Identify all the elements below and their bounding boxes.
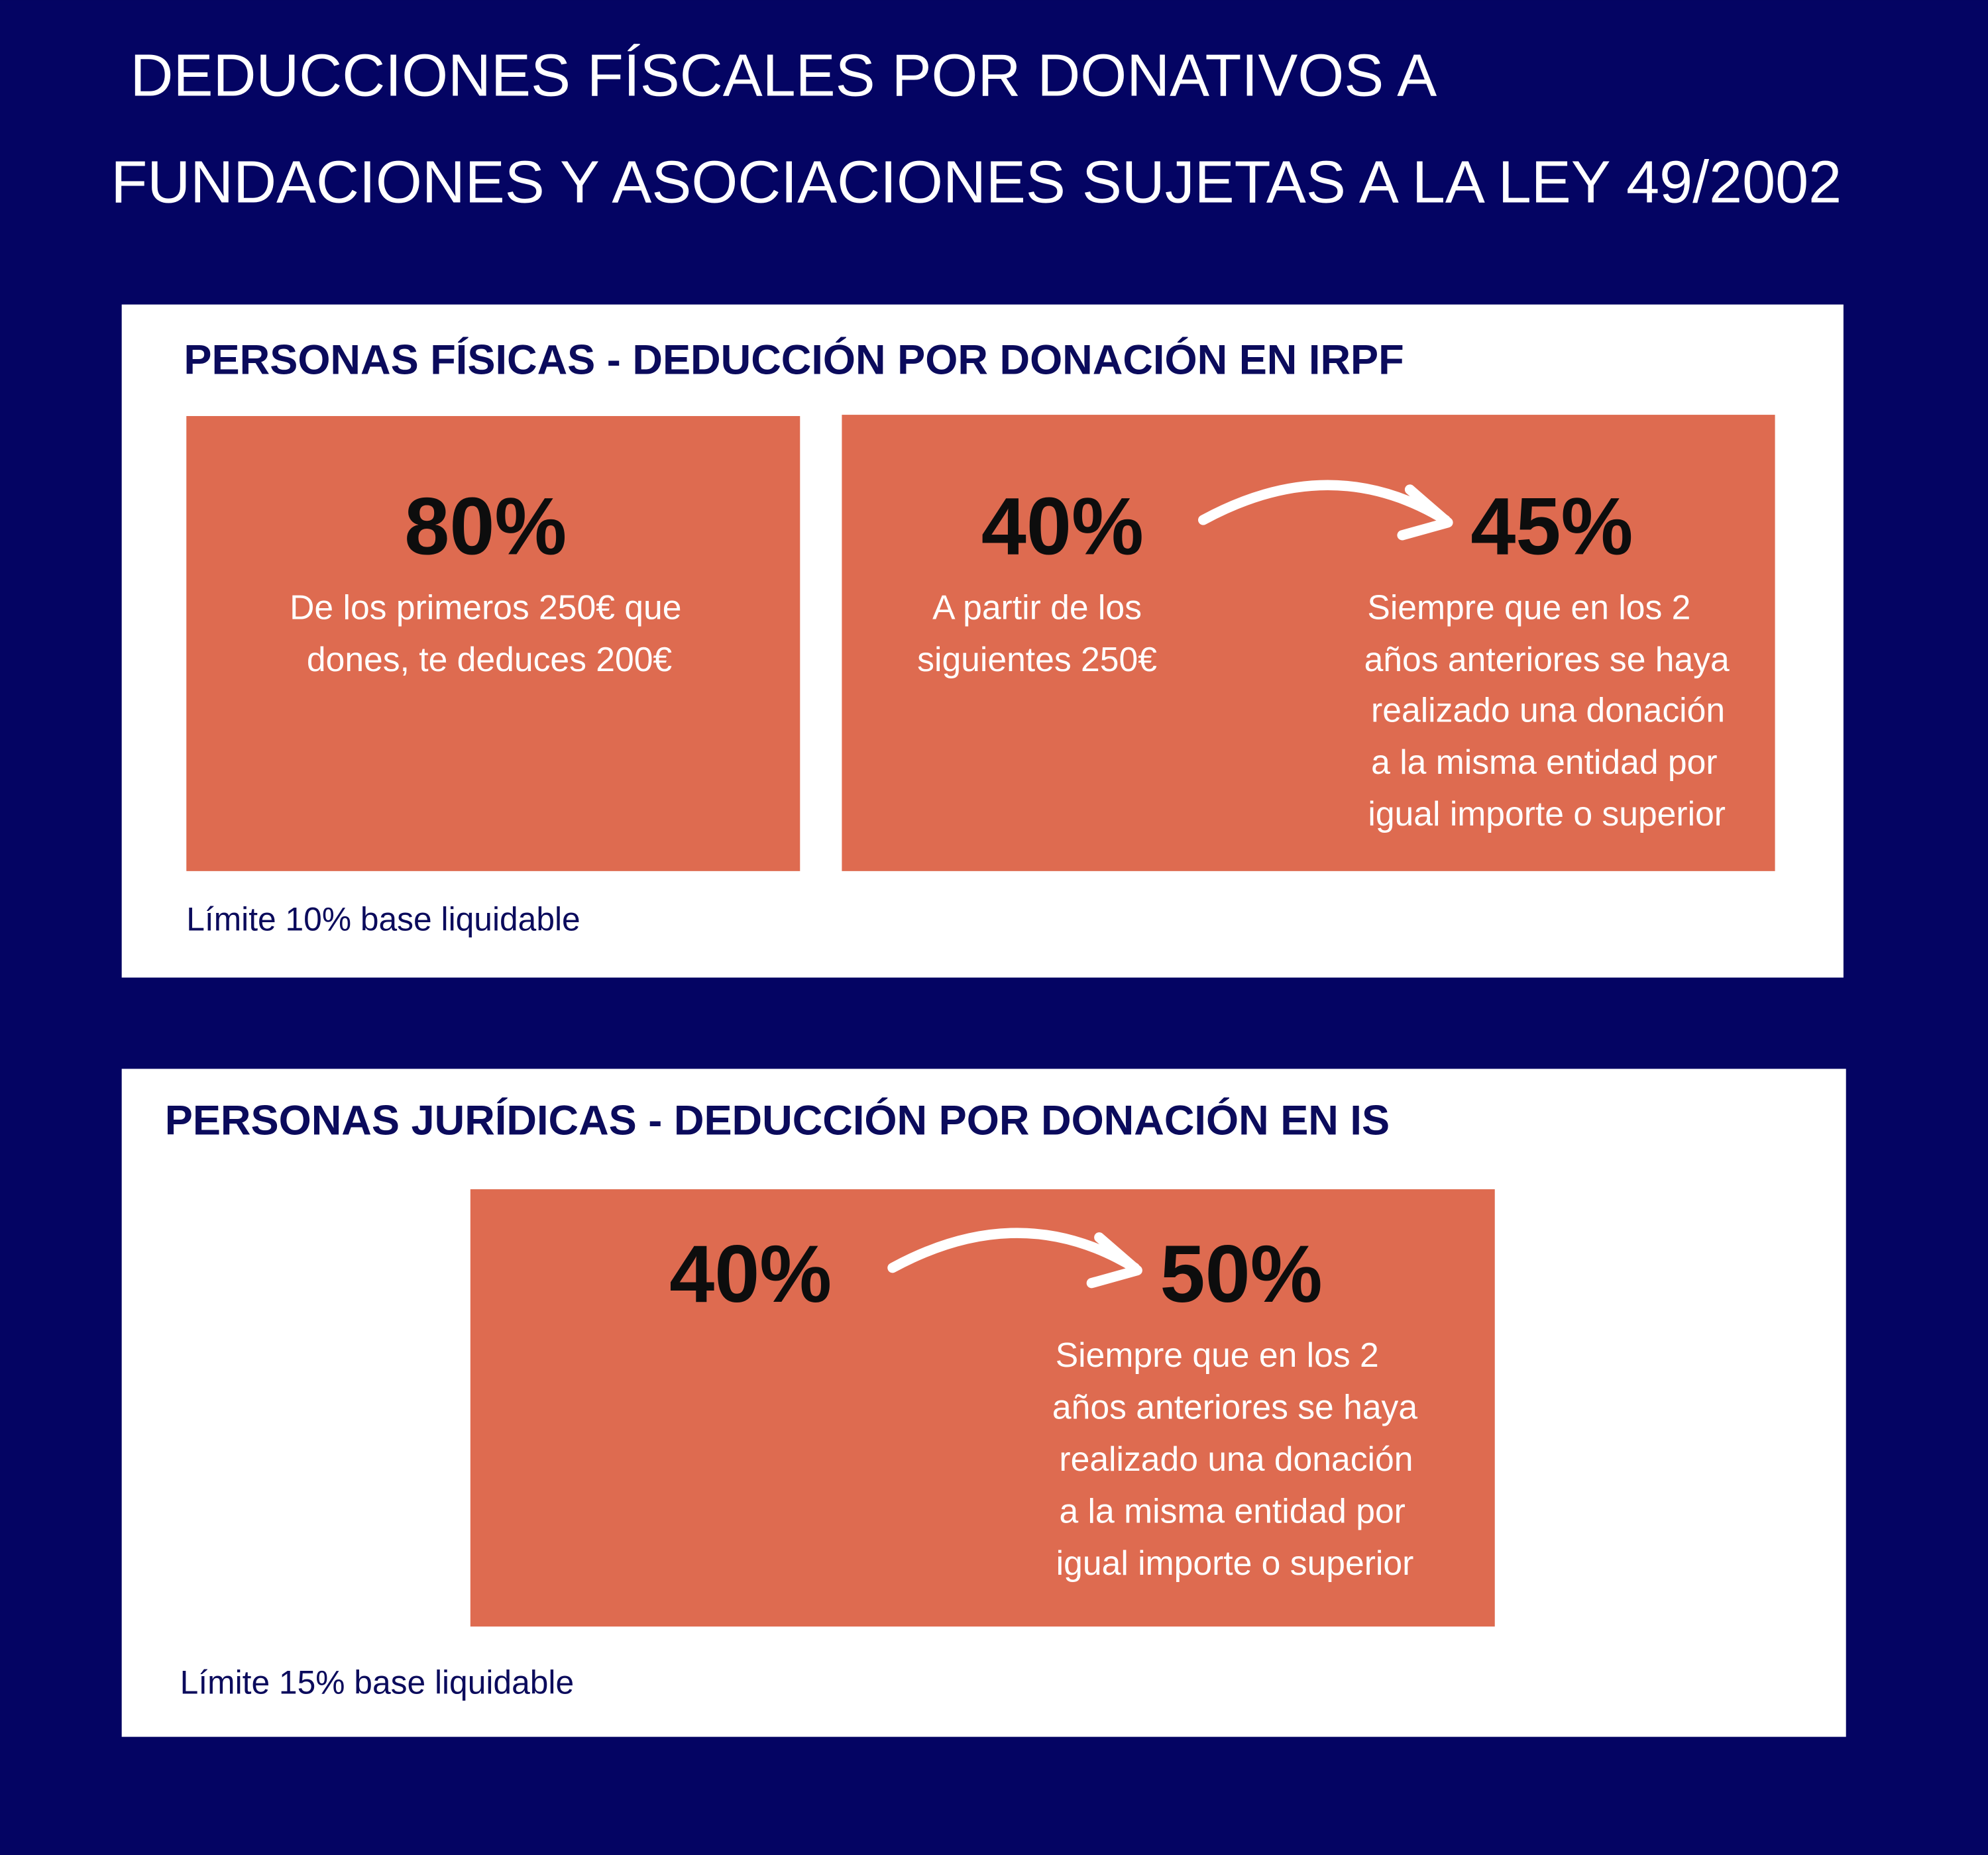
desc-line: igual importe o superior <box>1056 1544 1414 1582</box>
desc-line: igual importe o superior <box>1368 794 1726 833</box>
desc-line: De los primeros 250€ que <box>290 588 681 626</box>
desc-line: Siempre que en los 2 <box>1056 1336 1379 1374</box>
desc-line: a la misma entidad por <box>1059 1492 1405 1530</box>
percent: 40% <box>981 480 1144 571</box>
title-line: FUNDACIONES Y ASOCIACIONES SUJETAS A LA … <box>111 149 1842 215</box>
percent: 80% <box>404 480 567 571</box>
desc-line: siguientes 250€ <box>917 640 1157 678</box>
desc-line: dones, te deduces 200€ <box>307 640 672 678</box>
desc-line: a la misma entidad por <box>1371 743 1717 781</box>
arrow-head <box>1397 484 1453 541</box>
percent: 40% <box>669 1228 832 1319</box>
arrow <box>887 1228 1140 1273</box>
limit-note: Límite 10% base liquidable <box>186 901 580 938</box>
limit-note: Límite 15% base liquidable <box>180 1664 574 1701</box>
box <box>186 415 801 871</box>
box <box>470 1189 1495 1627</box>
section-heading: PERSONAS FÍSICAS - DEDUCCIÓN POR DONACIÓ… <box>184 337 1404 383</box>
desc-line: realizado una donación <box>1059 1440 1413 1478</box>
desc-line: Siempre que en los 2 <box>1367 588 1690 626</box>
arrow <box>1198 480 1451 525</box>
title-line: DEDUCCIONES FÍSCALES POR DONATIVOS A <box>131 43 1437 109</box>
desc-line: años anteriores se haya <box>1052 1388 1417 1426</box>
desc-line: años anteriores se haya <box>1364 640 1730 678</box>
arrow-head <box>1086 1232 1142 1289</box>
desc-line: realizado una donación <box>1371 690 1725 729</box>
percent: 50% <box>1160 1228 1323 1319</box>
desc-line: A partir de los <box>932 588 1142 626</box>
section-heading: PERSONAS JURÍDICAS - DEDUCCIÓN POR DONAC… <box>165 1097 1390 1143</box>
percent: 45% <box>1470 480 1633 571</box>
